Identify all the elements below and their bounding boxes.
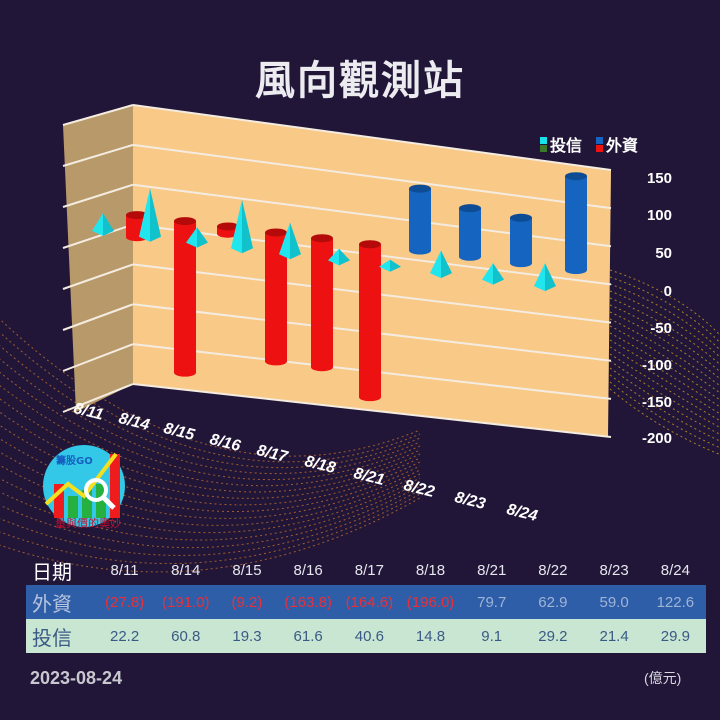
table-cell: 8/17 <box>354 562 384 579</box>
table-cell: 8/16 <box>293 562 323 579</box>
table-cell: (164.6) <box>345 593 394 611</box>
table-cell: (9.2) <box>231 593 263 611</box>
y-tick: -50 <box>650 320 672 337</box>
table-cell: 19.3 <box>232 627 262 645</box>
chart-legend: 投信 外資 <box>540 132 638 156</box>
y-tick: -100 <box>641 357 672 374</box>
pyramid-trust-8/23 <box>482 263 504 285</box>
legend-label-trust: 投信 <box>550 136 583 155</box>
gridline <box>62 343 134 372</box>
table-cell: 29.9 <box>660 627 690 645</box>
table-cell: 40.6 <box>354 627 384 645</box>
table-cell: (191.0) <box>162 593 210 611</box>
table-cell: (27.8) <box>105 593 145 611</box>
pyramid-trust-8/21 <box>379 259 401 272</box>
gridline <box>62 143 134 167</box>
bar-foreign-8/22 <box>459 204 481 261</box>
table-cell: 60.8 <box>171 627 201 645</box>
table-cell: 59.0 <box>599 593 629 611</box>
gridline <box>132 383 612 438</box>
gridline <box>132 104 612 171</box>
gridline <box>62 104 134 126</box>
table-cell: (163.8) <box>284 593 332 611</box>
legend-label-foreign: 外資 <box>606 136 639 155</box>
y-tick: -150 <box>641 394 672 411</box>
table-row-dates: 日期 8/11 8/14 8/15 8/16 8/17 8/18 8/21 8/… <box>26 556 706 585</box>
legend-item-trust: 投信 <box>540 132 582 156</box>
y-tick: 150 <box>646 170 672 187</box>
table-cell: 22.2 <box>109 627 140 645</box>
y-tick: 50 <box>655 245 672 262</box>
table-cell: 29.2 <box>538 627 568 645</box>
table-cell: 8/11 <box>110 562 139 579</box>
data-table: 日期 8/11 8/14 8/15 8/16 8/17 8/18 8/21 8/… <box>26 556 706 653</box>
table-cell: 8/14 <box>171 562 201 579</box>
table-cell: 14.8 <box>415 627 446 645</box>
table-cell: 8/22 <box>538 562 568 579</box>
y-tick: 100 <box>646 207 672 224</box>
chart-side-wall <box>63 105 133 412</box>
gridline <box>132 143 612 210</box>
table-cell: 8/21 <box>477 562 507 579</box>
bar-foreign-8/18 <box>359 240 381 402</box>
unit-label: (億元) <box>644 670 682 686</box>
gridline <box>62 183 134 208</box>
table-cell: 8/15 <box>232 562 262 579</box>
table-cell: 8/23 <box>599 562 629 579</box>
bar-foreign-8/15 <box>217 222 239 238</box>
pyramid-trust-8/18 <box>328 248 350 266</box>
row-header-foreign: 外資 <box>32 591 72 616</box>
brand-logo <box>43 445 125 527</box>
page-title: 風向觀測站 <box>255 58 465 104</box>
report-date: 2023-08-24 <box>30 668 123 688</box>
table-cell: (196.0) <box>406 593 455 611</box>
bar-foreign-8/24 <box>565 172 587 275</box>
pyramid-trust-8/24 <box>534 263 556 292</box>
bar-foreign-8/17 <box>311 234 333 372</box>
table-cell: 9.1 <box>481 627 503 645</box>
table-cell: 79.7 <box>477 593 507 611</box>
legend-swatch-foreign <box>596 136 604 152</box>
legend-swatch-trust <box>540 136 547 152</box>
bar-foreign-8/16 <box>265 228 287 366</box>
table-row-foreign: 外資 (27.8) (191.0) (9.2) (163.8) (164.6) … <box>26 585 706 619</box>
pyramid-trust-8/15 <box>186 227 208 248</box>
y-tick: 0 <box>663 283 672 300</box>
pyramid-trust-8/16 <box>231 199 253 254</box>
logo-brand-text: 籌股GO <box>56 456 93 467</box>
pyramid-trust-8/11 <box>92 213 114 236</box>
table-cell: 8/18 <box>415 562 446 579</box>
row-header-date: 日期 <box>32 560 72 584</box>
row-header-trust: 投信 <box>32 625 72 650</box>
bar-foreign-8/14 <box>174 217 196 377</box>
table-cell: 21.4 <box>599 627 629 645</box>
pyramid-trust-8/22 <box>430 250 452 279</box>
gridline <box>62 383 134 413</box>
logo-subtitle: 量與價的奧妙 <box>55 517 121 530</box>
table-cell: 61.6 <box>293 627 323 645</box>
table-cell: 122.6 <box>656 593 695 611</box>
bar-foreign-8/23 <box>510 213 532 268</box>
legend-item-foreign: 外資 <box>596 132 638 156</box>
table-cell: 62.9 <box>538 593 568 611</box>
y-tick: -200 <box>641 430 672 447</box>
chart-3d <box>62 104 612 438</box>
bar-foreign-8/11 <box>126 211 148 242</box>
pyramid-trust-8/17 <box>279 222 301 260</box>
pyramid-trust-8/14 <box>139 188 161 242</box>
gridline <box>62 303 134 331</box>
gridline <box>62 263 134 290</box>
table-cell: 8/24 <box>660 562 690 579</box>
table-row-trust: 投信 22.2 60.8 19.3 61.6 40.6 14.8 9.1 29.… <box>26 619 706 653</box>
gridline <box>62 223 134 249</box>
bar-foreign-8/21 <box>409 184 431 255</box>
